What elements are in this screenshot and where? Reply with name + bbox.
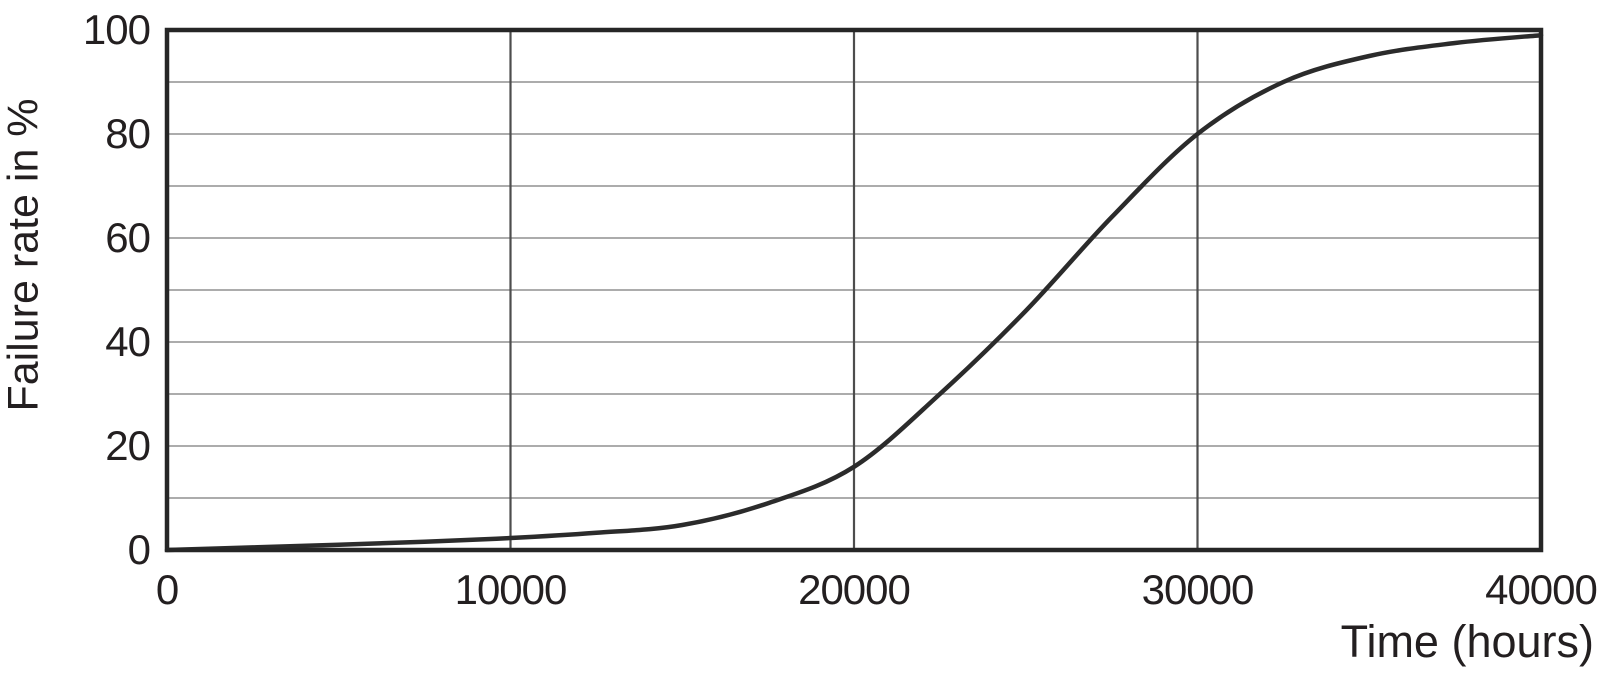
x-axis-title: Time (hours) [1340, 616, 1594, 667]
y-tick-label: 0 [127, 526, 151, 573]
x-tick-label: 20000 [798, 566, 911, 613]
x-tick-label: 40000 [1485, 566, 1598, 613]
y-axis-title: Failure rate in % [0, 98, 48, 412]
x-tick-label: 10000 [454, 566, 568, 613]
y-tick-label: 20 [105, 422, 151, 469]
x-tick-label: 30000 [1141, 566, 1255, 613]
failure-rate-curve [164, 32, 1544, 553]
y-tick-label: 40 [105, 318, 151, 365]
x-tick-label: 0 [155, 566, 179, 613]
y-tick-label: 60 [105, 214, 151, 261]
plot-border [164, 27, 1544, 553]
y-tick-label: 80 [105, 110, 151, 157]
y-tick-label: 100 [82, 6, 151, 53]
